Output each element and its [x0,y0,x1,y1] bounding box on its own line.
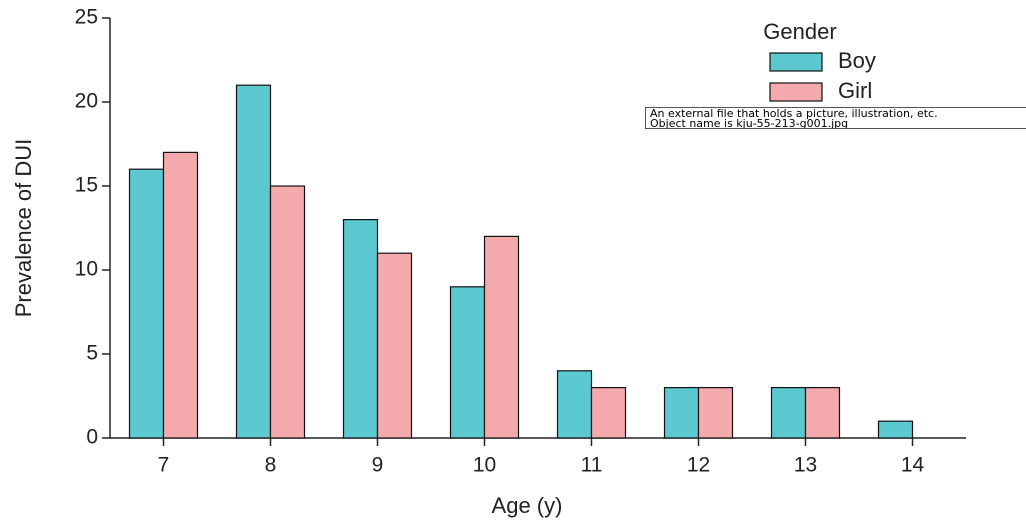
bar [879,421,913,438]
y-tick-label: 25 [75,6,98,29]
x-axis-label: Age (y) [492,493,563,518]
bar [665,388,699,438]
bar [485,236,519,438]
y-tick-label: 15 [75,174,98,197]
bar [806,388,840,438]
bar [271,186,305,438]
bar [237,85,271,438]
bar [772,388,806,438]
bar [699,388,733,438]
x-tick-label: 12 [687,454,710,477]
x-tick-label: 9 [372,454,384,477]
legend-label: Girl [838,78,872,103]
legend-label: Boy [838,48,876,73]
tooltip-line: Object name is kju-55-213-g001.jpg [650,119,1026,129]
bar [378,253,412,438]
x-tick-label: 13 [794,454,817,477]
chart: Age (y) Prevalence of DUI Gender 0 5 10 15 2… [0,0,1026,522]
x-tick-label: 8 [265,454,277,477]
bar [130,169,164,438]
bar [558,371,592,438]
legend-swatch [770,83,822,101]
y-tick-label: 0 [86,426,98,449]
bar [344,220,378,438]
y-tick-label: 10 [75,258,98,281]
bar [451,287,485,438]
x-tick-label: 11 [581,454,603,477]
tooltip: An external file that holds a picture, i… [645,107,1026,129]
bar [592,388,626,438]
page: {"chart_data": {"type": "bar", "x_label"… [0,0,1026,522]
x-tick-label: 10 [473,454,496,477]
y-axis-label: Prevalence of DUI [11,139,36,318]
x-tick-label: 7 [158,454,170,477]
x-tick-label: 14 [901,454,925,477]
legend-title: Gender [763,19,836,44]
y-tick-label: 5 [86,342,98,365]
legend-swatch [770,53,822,71]
bar [164,152,198,438]
y-tick-label: 20 [75,90,98,113]
